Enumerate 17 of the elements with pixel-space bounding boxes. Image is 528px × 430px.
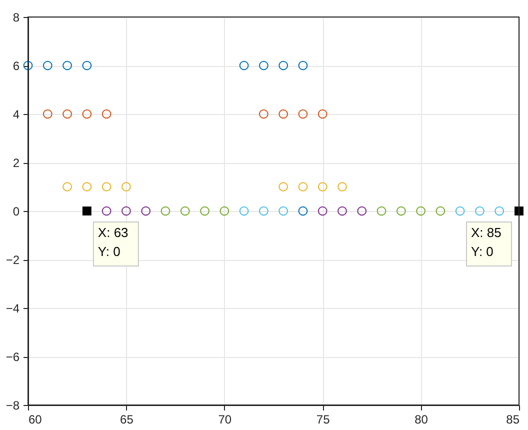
x-tick-label: 70 xyxy=(218,412,232,426)
y-tick-label: −6 xyxy=(6,350,20,364)
y-tick-label: 6 xyxy=(12,59,20,73)
y-tick-label: 2 xyxy=(12,156,20,170)
y-tick-label: −8 xyxy=(6,398,20,412)
y-tick-label: 4 xyxy=(12,108,20,122)
x-tick-label: 65 xyxy=(120,412,134,426)
y-tick-label: −2 xyxy=(6,253,20,267)
y-tick-label: 0 xyxy=(12,204,20,218)
x-tick-label: 75 xyxy=(316,412,330,426)
x-tick-label: 60 xyxy=(28,412,42,426)
x-tick-label: 80 xyxy=(414,412,428,426)
y-tick-label: 8 xyxy=(12,10,20,24)
x-tick-label: 85 xyxy=(506,412,520,426)
annotation: X: 85 Y: 0 xyxy=(471,225,502,259)
y-tick-label: −4 xyxy=(6,302,20,316)
annotation: X: 63 Y: 0 xyxy=(98,225,128,259)
